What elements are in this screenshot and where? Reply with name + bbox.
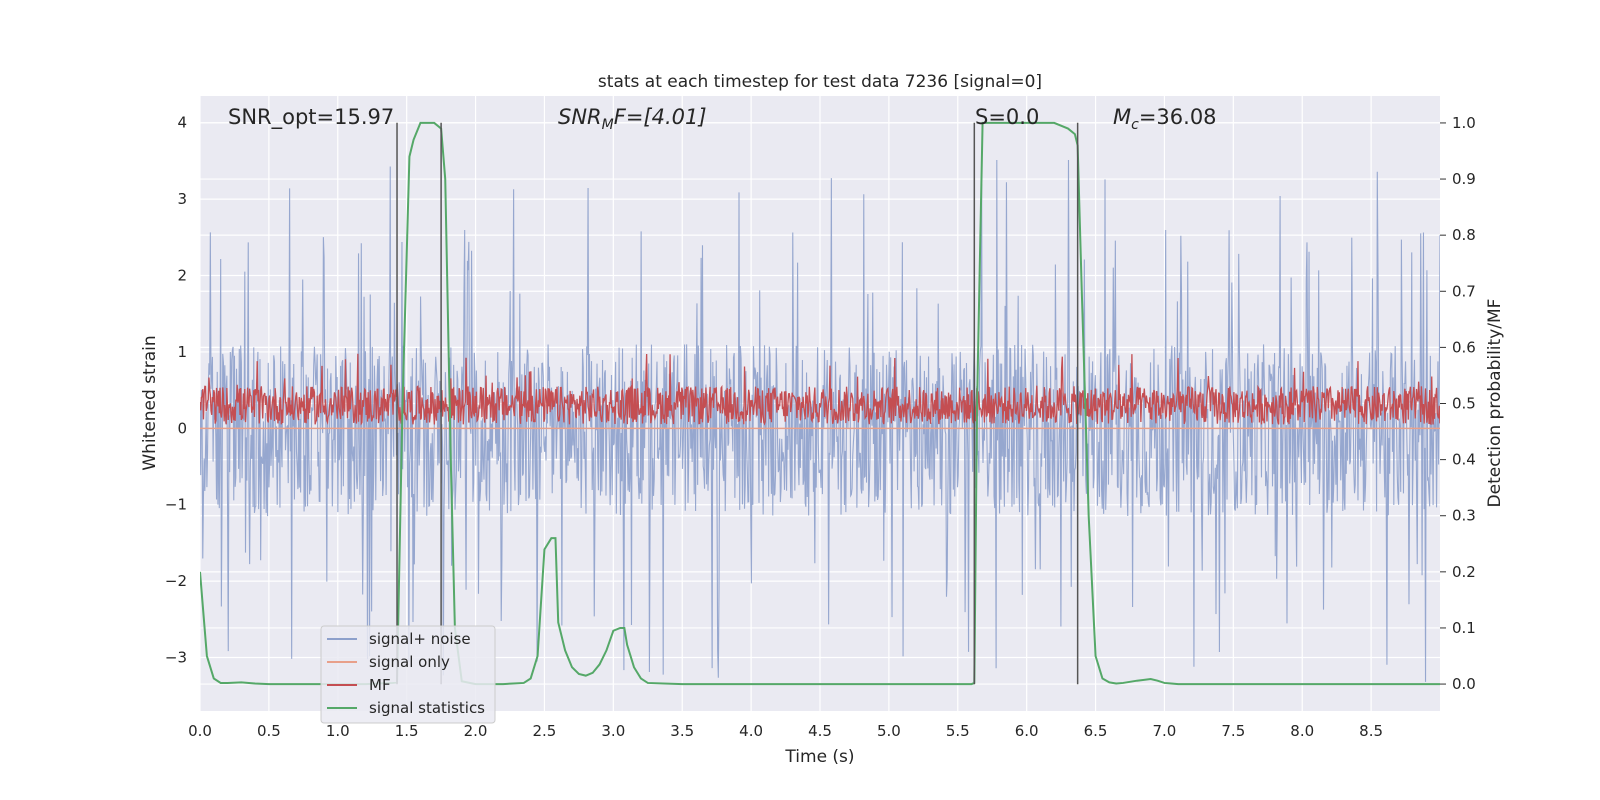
annotation-snr-mf: SNRMF=[4.01] [558,105,707,133]
x-tick-label: 4.5 [808,722,832,740]
x-tick-label: 8.0 [1290,722,1314,740]
annotation-mc-sub: c [1131,117,1139,133]
legend-label-signal-statistics: signal statistics [369,699,485,717]
y-right-tick-label: 0.1 [1452,619,1476,637]
y-right-tick-label: 0.6 [1452,338,1476,356]
annotation-snr-mf-sub: M [602,117,614,133]
series-signal-statistics-line [200,121,1440,686]
annotation-mc: Mc=36.08 [1113,105,1217,133]
y-right-tick-label: 0.8 [1452,226,1476,244]
annotation-snr-opt: SNR_opt=15.97 [228,105,394,130]
series-signal-noise-line [200,159,1440,682]
x-tick-label: 1.5 [395,722,419,740]
y-right-tick-label: 0.3 [1452,507,1476,525]
y-left-tick-label: −2 [165,572,187,590]
x-tick-label: 7.5 [1221,722,1245,740]
y-right-tick-label: 1.0 [1452,114,1476,132]
x-tick-label: 0.5 [257,722,281,740]
y-right-tick-label: 0.0 [1452,675,1476,693]
y-left-tick-label: 4 [177,114,187,132]
annotation-snr-mf-rest: F=[4.01] [614,105,707,129]
series-layer [200,121,1440,686]
series-mf-line [200,353,1440,426]
y-left-tick-label: 3 [177,190,187,208]
x-tick-label: 6.5 [1084,722,1108,740]
y-left-tick-label: −1 [165,496,187,514]
annotation-snr-mf-main: SNR [558,105,602,129]
vertical-marker-lines [396,122,1079,685]
annotation-mc-rest: =36.08 [1139,105,1217,129]
y-axis-label-right: Detection probability/MF [1485,299,1505,508]
annotation-s: S=0.0 [975,105,1039,129]
legend-label-mf: MF [369,676,391,694]
y-left-tick-label: 0 [177,419,187,437]
legend-box [320,625,496,724]
annotation-mc-main: M [1113,105,1131,129]
x-tick-label: 5.0 [877,722,901,740]
x-tick-label: 2.5 [533,722,557,740]
legend: signal+ noise signal only MF signal stat… [320,625,496,724]
y-right-tick-label: 0.9 [1452,170,1476,188]
x-tick-label: 3.0 [601,722,625,740]
x-tick-label: 4.0 [739,722,763,740]
x-axis-label: Time (s) [784,747,854,767]
x-tick-label: 2.0 [464,722,488,740]
y-right-tick-label: 0.4 [1452,451,1476,469]
x-tick-label: 6.0 [1015,722,1039,740]
legend-label-signal-only: signal only [369,653,450,671]
y-right-tick-label: 0.7 [1452,282,1476,300]
legend-label-signal-noise: signal+ noise [369,630,471,648]
x-tick-label: 5.5 [946,722,970,740]
x-tick-label: 0.0 [188,722,212,740]
y-right-tick-label: 0.5 [1452,395,1476,413]
x-tick-label: 8.5 [1359,722,1383,740]
chart-title: stats at each timestep for test data 723… [598,72,1042,92]
x-tick-label: 1.0 [326,722,350,740]
tick-labels: 0.0 0.5 1.0 1.5 2.0 2.5 3.0 3.5 4.0 4.5 5.0 5.5 6.0 6… [165,114,1476,740]
y-right-tick-label: 0.2 [1452,563,1476,581]
x-tick-label: 7.0 [1153,722,1177,740]
y-left-tick-label: 1 [177,343,187,361]
y-left-tick-label: 2 [177,267,187,285]
x-tick-label: 3.5 [670,722,694,740]
y-axis-label-left: Whitened strain [140,335,160,470]
y-left-tick-label: −3 [165,649,187,667]
